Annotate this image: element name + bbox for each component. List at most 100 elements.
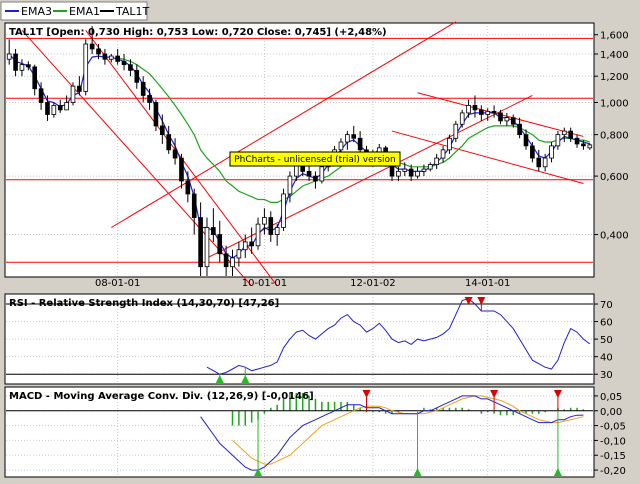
candle-body [134,69,140,83]
candle-body [536,157,542,168]
candle-body [45,102,50,115]
rsi-reference-levels [6,303,593,375]
candle-body [77,85,82,92]
candle-body [191,193,197,218]
candle-body [255,223,261,247]
candle-body [140,81,146,96]
candle-body [83,43,89,92]
price-x-tick-label: 10-01-01 [242,278,287,289]
rsi-markers [215,297,486,383]
candle-body [555,134,561,147]
candle-body [338,141,344,151]
price-x-tick-label: 14-01-01 [465,278,510,289]
macd-y-tick-label: 0,00 [600,407,622,418]
candle-body [498,112,503,122]
macd-line [200,395,584,471]
candle-body [249,241,254,247]
candle-body [51,104,57,115]
candle-body [357,137,363,151]
candle-body [549,145,554,159]
macd-y-tick-label: -0,10 [600,436,626,447]
macd-series [200,395,584,471]
candle-body [160,125,165,136]
candle-body [453,123,459,139]
macd-y-tick-label: 0,05 [600,392,622,403]
legend: EMA3 EMA1 TAL1T [0,1,150,21]
candle-body [70,85,76,103]
candle-body [96,48,101,55]
macd-y-axis: 0,05 0,00 -0,05 -0,10 -0,15 -0,20 [594,392,626,477]
macd-y-tick-label: -0,20 [600,466,626,477]
candle-body [121,60,127,66]
candle-body [198,217,203,268]
candle-body [523,134,529,147]
buy-marker-icon [215,375,224,383]
price-y-tick-label: 1,200 [600,72,629,83]
candle-body [408,168,414,177]
candle-body [306,170,312,177]
macd-panel-header: MACD - Moving Average Conv. Div. (12,26,… [9,391,314,402]
candle-body [108,55,114,60]
candles [6,26,593,276]
watermark-box [229,151,401,167]
macd-y-tick-label: -0,15 [600,451,626,462]
candle-body [587,144,593,149]
price-x-axis: 08-01-01 10-01-01 12-01-02 14-01-01 [95,278,510,289]
macd-y-tick-label: -0,05 [600,422,626,433]
candle-body [236,249,242,259]
candle-body [26,64,31,68]
candle-body [57,104,63,111]
candle-body [242,241,248,251]
candle-body [102,53,108,60]
candle-body [217,234,223,255]
candle-body [230,257,235,268]
candle-body [172,149,178,159]
macd-markers [254,390,562,476]
candle-body [274,227,280,235]
candle-body [287,175,293,195]
price-x-tick-label: 12-01-02 [350,278,395,289]
sell-marker-icon [362,390,371,398]
candle-body [447,137,452,151]
candle-body [32,66,38,90]
legend-box [0,1,148,21]
rsi-line [206,298,591,375]
candle-body [38,88,44,103]
candle-body [402,168,408,172]
rsi-y-tick-label: 40 [600,353,613,364]
legend-swatch-ema1 [53,10,67,12]
rsi-y-tick-label: 50 [600,335,613,346]
candle-body [421,168,427,172]
candle-body [491,110,497,114]
candle-body [351,134,357,139]
buy-marker-icon [241,375,250,383]
price-grid [6,26,593,276]
candle-body [427,164,433,170]
rsi-panel-header: RSI - Relative Strength Index (14,30,70)… [9,298,279,309]
price-panel-header: TAL1T [Open: 0,730 High: 0,753 Low: 0,72… [9,27,387,38]
price-y-tick-label: 0,400 [600,231,629,242]
macd-panel [4,386,595,478]
candle-body [262,217,267,225]
candle-body [568,130,573,139]
trial-watermark: PhCharts - unlicensed (trial) version [229,151,401,167]
candle-body [211,227,216,235]
buy-marker-icon [254,468,263,476]
rsi-y-axis: 70 60 50 40 30 [594,300,613,381]
candle-body [345,134,350,143]
candle-body [581,143,586,147]
candle-body [415,170,420,177]
price-y-tick-label: 1,600 [600,31,629,42]
candle-body [472,104,478,111]
candle-body [13,53,18,71]
price-panel [4,22,595,278]
candle-body [542,157,548,168]
candle-body [434,157,439,165]
candle-body [128,64,133,71]
buy-marker-icon [413,468,422,476]
candle-body [153,102,159,127]
buy-marker-icon [553,468,562,476]
trendline [111,21,457,228]
sell-marker-icon [477,297,486,305]
candle-body [466,104,471,114]
